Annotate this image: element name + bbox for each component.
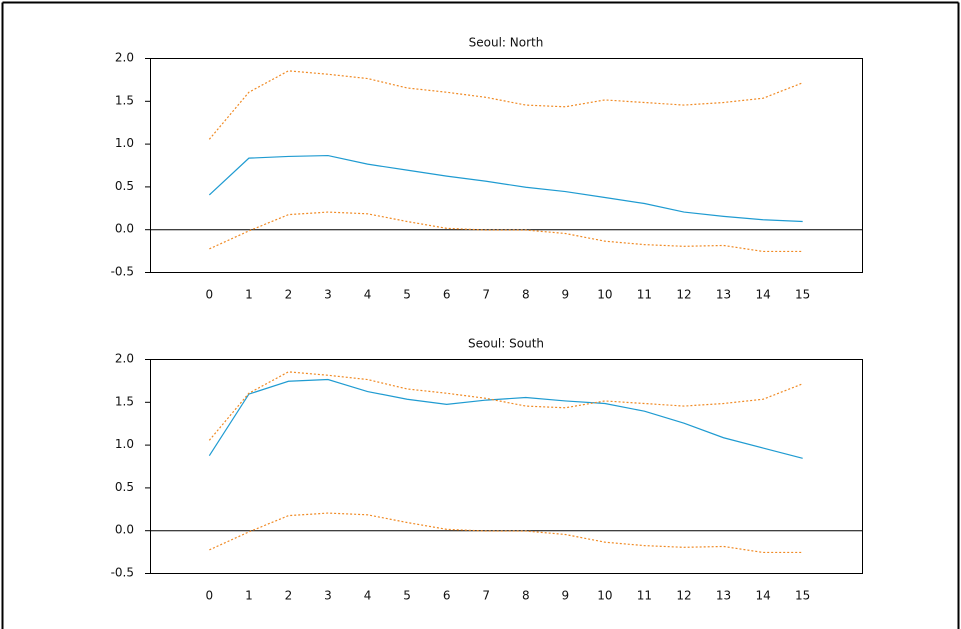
x-tick-label: 14 bbox=[755, 288, 770, 302]
x-tick-label: 3 bbox=[324, 288, 332, 302]
x-tick-label: 7 bbox=[482, 288, 490, 302]
x-tick-label: 10 bbox=[597, 589, 612, 603]
x-tick-label: 15 bbox=[795, 288, 810, 302]
x-tick-label: 4 bbox=[364, 288, 372, 302]
x-tick-label: 1 bbox=[245, 288, 253, 302]
x-tick-label: 1 bbox=[245, 589, 253, 603]
y-tick-label: 0.0 bbox=[115, 222, 134, 236]
series-line bbox=[208, 371, 803, 441]
y-tick-label: 1.5 bbox=[115, 394, 134, 408]
x-tick-label: 13 bbox=[716, 288, 731, 302]
series-line bbox=[209, 211, 803, 253]
x-tick-label: 12 bbox=[676, 589, 691, 603]
plot-frame bbox=[150, 359, 863, 574]
x-tick-label: 9 bbox=[562, 288, 570, 302]
x-tick-label: 8 bbox=[522, 589, 530, 603]
y-tick-label: -0.5 bbox=[111, 566, 134, 580]
chart-title: Seoul: North bbox=[469, 36, 544, 50]
plot-frame bbox=[150, 58, 863, 273]
x-tick-label: 7 bbox=[482, 589, 490, 603]
y-tick-label: -0.5 bbox=[111, 265, 134, 279]
series-line bbox=[208, 154, 803, 223]
y-tick-label: 0.5 bbox=[115, 480, 134, 494]
x-tick-label: 4 bbox=[364, 589, 372, 603]
series-line bbox=[209, 512, 803, 554]
x-tick-label: 0 bbox=[206, 589, 214, 603]
x-tick-label: 13 bbox=[716, 589, 731, 603]
series-line bbox=[208, 378, 803, 459]
y-tick-label: 1.5 bbox=[115, 93, 134, 107]
y-tick-label: 2.0 bbox=[115, 352, 134, 366]
x-tick-label: 5 bbox=[403, 288, 411, 302]
x-tick-label: 2 bbox=[285, 288, 293, 302]
x-tick-label: 9 bbox=[562, 589, 570, 603]
x-tick-label: 12 bbox=[676, 288, 691, 302]
y-tick-label: 0.5 bbox=[115, 179, 134, 193]
x-tick-label: 14 bbox=[755, 589, 770, 603]
x-tick-label: 0 bbox=[206, 288, 214, 302]
x-tick-label: 15 bbox=[795, 589, 810, 603]
x-tick-label: 11 bbox=[637, 589, 652, 603]
x-tick-label: 10 bbox=[597, 288, 612, 302]
x-tick-label: 8 bbox=[522, 288, 530, 302]
y-tick-label: 1.0 bbox=[115, 437, 134, 451]
x-tick-label: 6 bbox=[443, 589, 451, 603]
y-tick-label: 1.0 bbox=[115, 136, 134, 150]
x-tick-label: 3 bbox=[324, 589, 332, 603]
x-tick-label: 6 bbox=[443, 288, 451, 302]
x-tick-label: 5 bbox=[403, 589, 411, 603]
x-tick-label: 2 bbox=[285, 589, 293, 603]
y-tick-label: 0.0 bbox=[115, 523, 134, 537]
x-tick-label: 11 bbox=[637, 288, 652, 302]
chart-title: Seoul: South bbox=[468, 337, 544, 351]
y-tick-label: 2.0 bbox=[115, 51, 134, 65]
series-line bbox=[208, 70, 803, 140]
